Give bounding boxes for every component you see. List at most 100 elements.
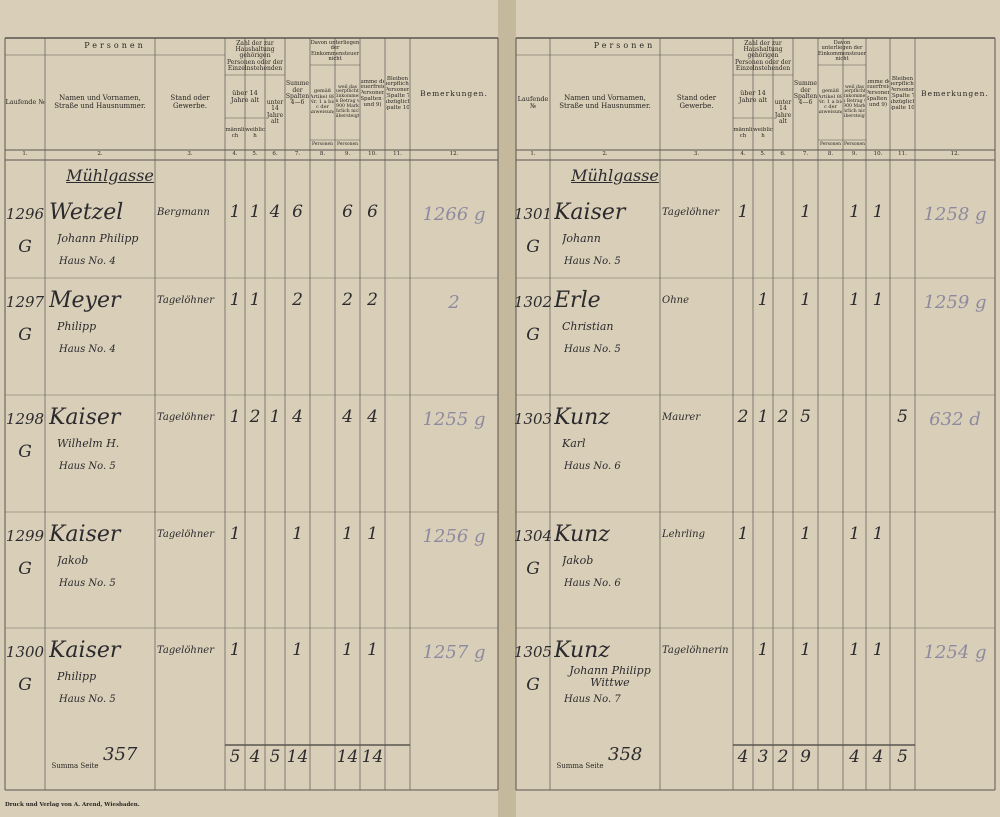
column-number: 7. — [294, 151, 301, 158]
entry-count: 1 — [757, 290, 769, 311]
entry-count: 1 — [292, 640, 303, 661]
entry-count: 1 — [800, 640, 811, 661]
entry-count: 2 — [249, 407, 261, 428]
entry-given: Christian — [562, 320, 614, 334]
entry-count: 1 — [229, 290, 241, 311]
header-persons: Personen — [593, 41, 656, 51]
header-col: Bleiben steuerpflichtige Personen (Spalt… — [891, 75, 914, 111]
entry-remark: 1266 g — [422, 203, 486, 225]
entry-count: 1 — [849, 290, 860, 311]
sum-count: 3 — [757, 747, 769, 768]
column-number: 9. — [851, 151, 858, 158]
entry-count: 2 — [342, 290, 353, 311]
entry-count: 1 — [342, 640, 353, 661]
entry-given: Philipp — [57, 670, 97, 684]
header-col: Namen und Vornamen, Straße und Hausnumme… — [559, 94, 651, 110]
entry-stand: Tagelöhner — [157, 411, 214, 423]
entry-count: 1 — [229, 407, 241, 428]
entry-remark: 1258 g — [923, 203, 987, 225]
header-col: Namen und Vornamen, Straße und Hausnumme… — [54, 94, 146, 110]
entry-number: 1298 — [5, 410, 45, 429]
entry-given: Johann Philipp — [57, 232, 139, 246]
header-col: Stand oder Gewerbe. — [170, 94, 210, 110]
header-sub: über 14 Jahre alt — [738, 88, 768, 104]
sum-count: 9 — [800, 747, 811, 768]
entry-stand: Tagelöhner — [662, 206, 719, 218]
entry-remark: 1254 g — [923, 641, 987, 663]
entry-number: 1304 — [513, 527, 553, 546]
header-group: Davon unterliegen der Einkommensteuer ni… — [310, 39, 360, 62]
column-number: 2. — [97, 151, 103, 158]
header-col: Summe der steuerfreien Personen (Spalten… — [361, 78, 384, 108]
column-number: 6. — [272, 151, 278, 158]
entry-house: Haus No. 5 — [564, 343, 621, 355]
header-col: Stand oder Gewerbe. — [676, 94, 717, 110]
gutter — [498, 0, 516, 817]
entry-number: 1303 — [513, 410, 553, 429]
sum-count: 5 — [229, 747, 241, 768]
header-unit: Personen — [819, 141, 842, 147]
header-col: Bemerkungen. — [921, 89, 989, 99]
header-col: unter 14 Jahre alt — [266, 98, 284, 125]
entry-name: Kunz — [554, 405, 610, 431]
sum-label: Summa Seite — [51, 762, 99, 771]
entry-count: 1 — [757, 640, 769, 661]
entry-number: 1301 — [513, 205, 553, 224]
entry-mark: G — [526, 325, 540, 346]
entry-given: Jakob — [57, 554, 89, 568]
entry-name: Kaiser — [49, 405, 121, 431]
street-name: Mühlgasse — [66, 165, 154, 185]
entry-house: Haus No. 5 — [564, 255, 621, 267]
entry-name: Kunz — [554, 522, 610, 548]
entry-house: Haus No. 4 — [59, 343, 116, 355]
sum-count: 5 — [897, 747, 908, 768]
sum-count: 14 — [286, 747, 309, 768]
entry-number: 1305 — [513, 643, 553, 662]
entry-name: Kaiser — [49, 522, 121, 548]
sum-count: 14 — [361, 747, 384, 768]
column-number: 7. — [802, 151, 809, 158]
imprint: Druck und Verlag von A. Arend, Wiesbaden… — [5, 802, 140, 809]
header-col: weiblich — [753, 127, 773, 139]
entry-stand: Tagelöhner — [157, 528, 214, 540]
sum-count: 4 — [849, 747, 860, 768]
column-number: 12. — [449, 151, 459, 158]
entry-count: 1 — [367, 640, 378, 661]
entry-stand: Tagelöhner — [157, 294, 214, 306]
entry-stand: Tagelöhner — [157, 644, 214, 656]
entry-house: Haus No. 5 — [59, 460, 116, 472]
sum-count: 4 — [737, 747, 749, 768]
header-col: Summe der steuerfreien Personen (Spalten… — [867, 78, 889, 108]
column-number: 10. — [368, 151, 377, 158]
column-number: 3. — [693, 151, 700, 158]
entry-house: Haus No. 5 — [59, 577, 116, 589]
entry-remark: 632 d — [929, 408, 981, 430]
header-col: männlich — [733, 127, 753, 139]
header-col: unter 14 Jahre alt — [774, 98, 792, 125]
header-group: Davon unterliegen der Einkommensteuer ni… — [818, 39, 866, 62]
entry-count: 1 — [342, 524, 353, 545]
entry-count: 1 — [269, 407, 281, 428]
entry-count: 6 — [342, 202, 353, 223]
entry-house: Haus No. 7 — [564, 693, 621, 705]
entry-mark: G — [18, 442, 32, 463]
entry-count: 4 — [342, 407, 353, 428]
entry-mark: G — [18, 675, 32, 696]
column-number: 1. — [22, 151, 28, 158]
entry-house: Haus No. 6 — [564, 577, 621, 589]
column-number: 10. — [873, 151, 883, 158]
entry-count: 1 — [872, 202, 884, 223]
entry-house: Haus No. 6 — [564, 460, 621, 472]
entry-count: 1 — [872, 290, 884, 311]
entry-count: 1 — [849, 640, 860, 661]
sum-label: Summa Seite — [556, 762, 604, 771]
header-col: Summe der Spalten 4—6 — [286, 80, 309, 107]
sum-count: 14 — [336, 747, 359, 768]
entry-given: Karl — [562, 437, 586, 451]
entry-count: 1 — [872, 524, 884, 545]
entry-number: 1297 — [5, 293, 45, 312]
column-number: 5. — [252, 151, 258, 158]
header-col: Bleiben steuerpflichtige Personen (Spalt… — [386, 75, 409, 111]
sum-count: 4 — [249, 747, 261, 768]
